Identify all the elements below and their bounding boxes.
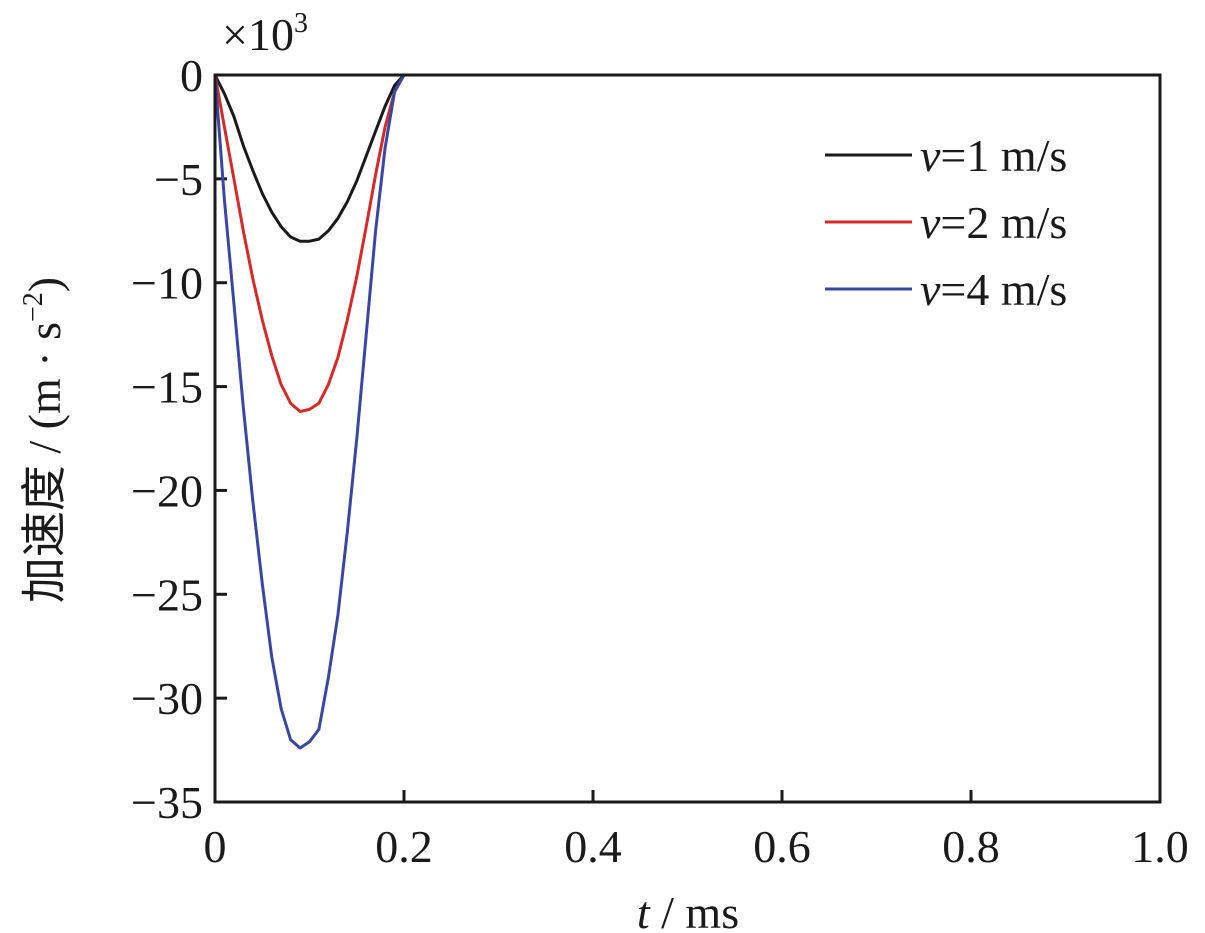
ticks-layer: 0 0.2 0.4 0.6 0.8 1.0 0 −5 −10 −15 −20 −25 −30 −35 — [131, 50, 1189, 872]
legend-label-1: v=1 m/s — [920, 130, 1067, 181]
y-tick-label: −20 — [131, 465, 203, 516]
x-tick-label: 1.0 — [1131, 821, 1189, 872]
y-tick-label: −10 — [131, 258, 203, 309]
legend: v=1 m/s v=2 m/s v=4 m/s — [825, 130, 1067, 315]
legend-label-3: v=4 m/s — [920, 264, 1067, 315]
y-tick-label: −25 — [131, 569, 203, 620]
x-tick-label: 0 — [204, 821, 227, 872]
plot-frame — [213, 73, 1162, 804]
y-axis-label: 加速度 / (m · s−2) — [18, 277, 70, 603]
x-axis-label: t / ms — [637, 887, 739, 933]
y-tick-label: −35 — [131, 777, 203, 828]
y-tick-label: −30 — [131, 673, 203, 724]
y-tick-label: −15 — [131, 362, 203, 413]
x-tick-label: 0.6 — [753, 821, 811, 872]
x-tick-label: 0.2 — [375, 821, 433, 872]
y-scale-factor: ×103 — [222, 8, 308, 60]
x-tick-label: 0.4 — [564, 821, 622, 872]
x-tick-label: 0.8 — [942, 821, 1000, 872]
legend-label-2: v=2 m/s — [920, 197, 1067, 248]
y-tick-label: 0 — [180, 50, 203, 101]
y-tick-label: −5 — [154, 154, 203, 205]
